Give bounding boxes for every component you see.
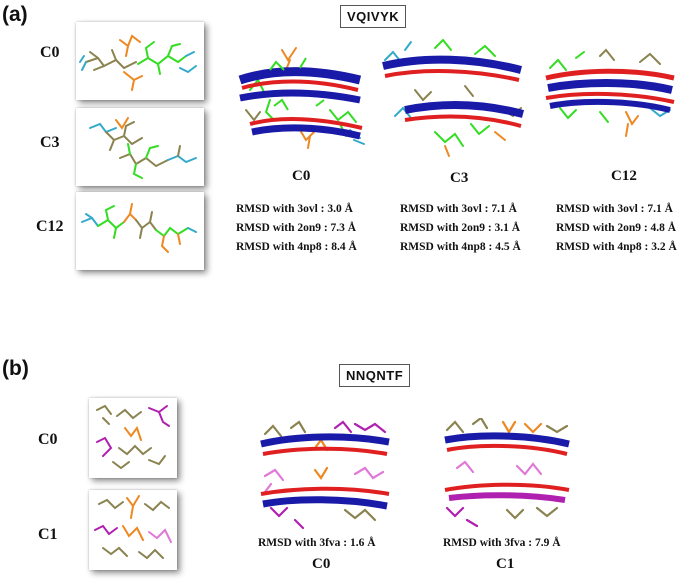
panel-a-structure-c3 bbox=[375, 36, 525, 160]
panel-b-structure-c1 bbox=[437, 418, 577, 532]
rmsd-c3-2on9: RMSD with 2on9 : 3.1 Å bbox=[400, 222, 521, 234]
rmsd-c0-3ovl: RMSD with 3ovl : 3.0 Å bbox=[236, 203, 353, 215]
rmsd-b-c1-3fva: RMSD with 3fva : 7.9 Å bbox=[443, 537, 561, 549]
panel-a-structure-title-c3: C3 bbox=[450, 170, 469, 186]
rmsd-c12-4np8: RMSD with 4np8 : 3.2 Å bbox=[556, 241, 677, 253]
panel-b-thumb-label-c0: C0 bbox=[38, 431, 58, 448]
panel-a-letter: (a) bbox=[2, 3, 28, 26]
rmsd-c12-2on9: RMSD with 2on9 : 4.8 Å bbox=[556, 222, 677, 234]
panel-a-sequence-box: VQIVYK bbox=[340, 5, 407, 28]
panel-b-thumb-c0 bbox=[89, 398, 177, 478]
panel-a-thumb-c12 bbox=[76, 192, 204, 270]
panel-a-thumb-label-c12: C12 bbox=[36, 218, 64, 235]
panel-b-thumb-label-c1: C1 bbox=[38, 526, 58, 543]
panel-a-thumb-c0 bbox=[76, 22, 204, 100]
panel-b-thumb-c1 bbox=[89, 490, 177, 570]
rmsd-c0-2on9: RMSD with 2on9 : 7.3 Å bbox=[236, 222, 357, 234]
panel-b-sequence-box: NNQNTF bbox=[339, 364, 411, 387]
rmsd-b-c0-3fva: RMSD with 3fva : 1.6 Å bbox=[258, 537, 376, 549]
panel-a-thumb-label-c0: C0 bbox=[40, 44, 60, 61]
panel-a-thumb-label-c3: C3 bbox=[40, 134, 60, 151]
panel-a-structure-title-c0: C0 bbox=[292, 168, 311, 184]
rmsd-c3-3ovl: RMSD with 3ovl : 7.1 Å bbox=[400, 203, 517, 215]
panel-b-letter: (b) bbox=[2, 357, 29, 380]
panel-b-structure-c0 bbox=[255, 420, 395, 532]
panel-b-structure-title-c1: C1 bbox=[496, 556, 515, 572]
panel-a-structure-title-c12: C12 bbox=[611, 168, 637, 184]
panel-a-thumb-c3 bbox=[76, 108, 204, 186]
rmsd-c12-3ovl: RMSD with 3ovl : 7.1 Å bbox=[556, 203, 673, 215]
rmsd-c3-4np8: RMSD with 4np8 : 4.5 Å bbox=[400, 241, 521, 253]
panel-a-structure-c0 bbox=[230, 40, 370, 160]
rmsd-c0-4np8: RMSD with 4np8 : 8.4 Å bbox=[236, 241, 357, 253]
panel-a-structure-c12 bbox=[540, 48, 680, 144]
panel-b-structure-title-c0: C0 bbox=[312, 556, 331, 572]
